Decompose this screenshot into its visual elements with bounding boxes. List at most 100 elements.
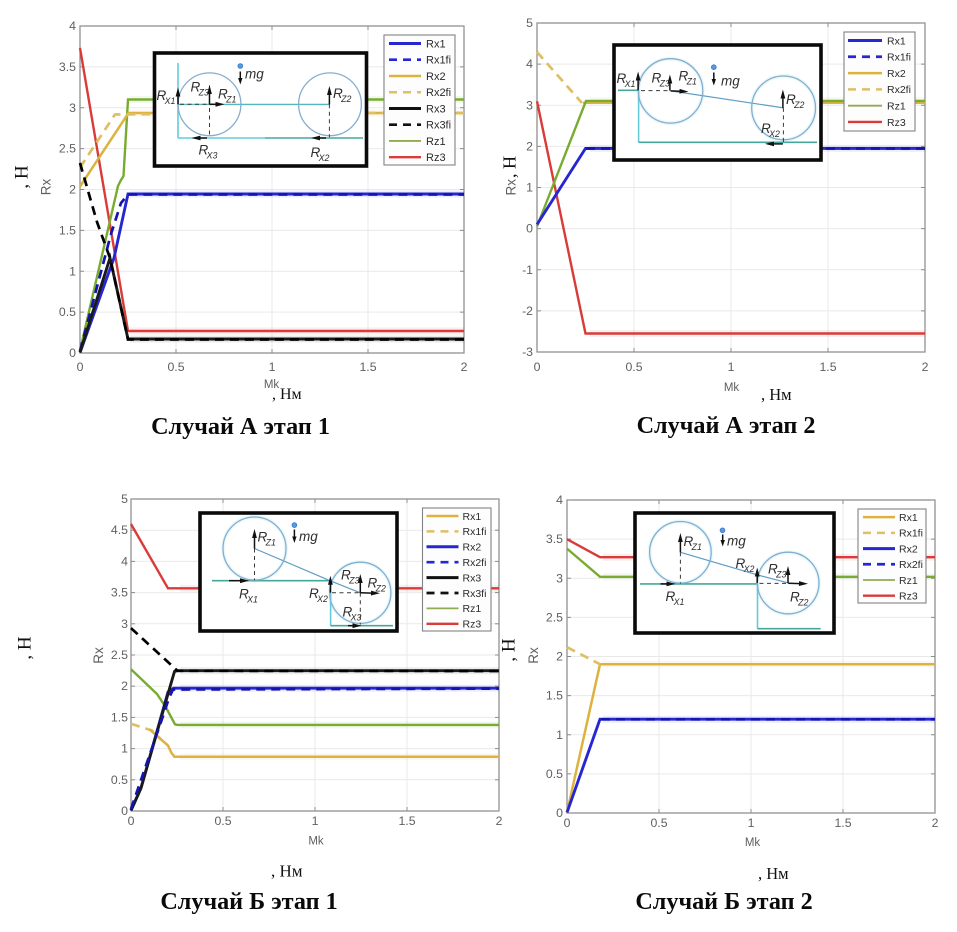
svg-text:Z3: Z3 <box>659 79 670 89</box>
svg-text:0: 0 <box>556 806 563 820</box>
svg-text:3.5: 3.5 <box>111 586 128 600</box>
svg-text:0: 0 <box>77 360 84 374</box>
svg-text:R: R <box>768 562 778 577</box>
svg-text:Rx2fi: Rx2fi <box>887 84 911 96</box>
svg-text:2.5: 2.5 <box>59 142 76 156</box>
svg-text:Rx2: Rx2 <box>899 543 918 555</box>
svg-text:Z3: Z3 <box>348 576 359 586</box>
svg-text:2.5: 2.5 <box>111 648 128 662</box>
svg-text:Rx3: Rx3 <box>463 572 482 584</box>
svg-text:1.5: 1.5 <box>359 360 376 374</box>
svg-text:Rx: Rx <box>91 647 106 664</box>
svg-text:X2: X2 <box>743 564 755 574</box>
svg-text:0.5: 0.5 <box>625 360 642 374</box>
svg-text:1: 1 <box>526 181 533 195</box>
svg-text:Rx2: Rx2 <box>426 71 446 83</box>
svg-text:Rx1fi: Rx1fi <box>887 52 911 64</box>
svg-text:, Нм: , Нм <box>272 386 302 403</box>
svg-text:Rz3: Rz3 <box>426 152 446 164</box>
svg-text:Rx3: Rx3 <box>426 103 446 115</box>
svg-text:2: 2 <box>69 183 76 197</box>
svg-text:4: 4 <box>526 57 533 71</box>
svg-text:1: 1 <box>312 814 319 828</box>
svg-text:4.5: 4.5 <box>111 523 128 537</box>
svg-text:Rx3fi: Rx3fi <box>463 588 487 600</box>
svg-text:Rz3: Rz3 <box>887 117 906 129</box>
svg-text:, Нм: , Нм <box>758 864 789 883</box>
svg-text:0: 0 <box>121 804 128 818</box>
svg-text:Mk: Mk <box>264 379 280 391</box>
svg-text:Rx2: Rx2 <box>887 68 906 80</box>
svg-text:R: R <box>786 92 796 107</box>
svg-text:X3: X3 <box>206 151 218 161</box>
svg-text:2: 2 <box>556 650 563 664</box>
svg-text:0: 0 <box>534 360 541 374</box>
svg-text:R: R <box>343 605 353 620</box>
svg-text:Rx1: Rx1 <box>887 35 906 47</box>
svg-text:1.5: 1.5 <box>398 814 415 828</box>
svg-text:0.5: 0.5 <box>167 360 184 374</box>
svg-text:-1: -1 <box>522 263 533 277</box>
svg-text:, Н: , Н <box>15 636 36 660</box>
svg-text:2: 2 <box>121 679 128 693</box>
svg-text:Rx: Rx <box>39 179 54 196</box>
svg-text:2: 2 <box>922 360 929 374</box>
svg-text:Z1: Z1 <box>686 77 697 87</box>
svg-text:R: R <box>652 71 662 86</box>
svg-text:mg: mg <box>721 74 740 89</box>
svg-text:Rx1fi: Rx1fi <box>426 55 451 67</box>
svg-text:2: 2 <box>496 814 503 828</box>
svg-text:R: R <box>341 568 351 583</box>
svg-text:1: 1 <box>269 360 276 374</box>
svg-text:R: R <box>309 586 319 601</box>
svg-text:Z1: Z1 <box>265 538 276 548</box>
svg-text:Rx2: Rx2 <box>463 542 482 554</box>
svg-text:Случай Б этап 2: Случай Б этап 2 <box>635 888 812 915</box>
svg-text:, Н: , Н <box>12 165 33 189</box>
svg-text:mg: mg <box>245 67 264 82</box>
svg-text:R: R <box>218 87 228 102</box>
svg-text:0.5: 0.5 <box>650 816 667 830</box>
svg-text:1.5: 1.5 <box>819 360 836 374</box>
svg-text:1: 1 <box>69 264 76 278</box>
svg-text:Rx1: Rx1 <box>463 511 482 523</box>
svg-text:2.5: 2.5 <box>546 610 563 624</box>
svg-text:Rz1: Rz1 <box>426 136 446 148</box>
svg-text:, Нм: , Нм <box>761 385 792 404</box>
svg-text:X1: X1 <box>164 96 176 106</box>
svg-text:5: 5 <box>121 492 128 506</box>
svg-text:Rx2fi: Rx2fi <box>426 87 451 99</box>
svg-text:R: R <box>617 71 627 86</box>
svg-text:3: 3 <box>556 571 563 585</box>
svg-text:Rx1fi: Rx1fi <box>463 526 487 538</box>
svg-text:X1: X1 <box>246 595 258 605</box>
svg-text:R: R <box>239 587 249 602</box>
svg-text:3: 3 <box>121 617 128 631</box>
svg-text:1: 1 <box>748 816 755 830</box>
svg-text:Rx3fi: Rx3fi <box>426 120 451 132</box>
svg-text:Rz1: Rz1 <box>887 100 906 112</box>
svg-text:R: R <box>199 143 209 158</box>
svg-text:0: 0 <box>69 346 76 360</box>
svg-text:0: 0 <box>128 814 135 828</box>
svg-text:Rx2fi: Rx2fi <box>463 557 487 569</box>
svg-text:R: R <box>684 534 694 549</box>
svg-text:R: R <box>333 86 343 101</box>
svg-text:X2: X2 <box>318 153 330 163</box>
svg-text:mg: mg <box>299 529 318 544</box>
svg-text:Z2: Z2 <box>340 94 351 104</box>
svg-text:X2: X2 <box>768 129 780 139</box>
svg-text:R: R <box>761 121 771 136</box>
svg-text:2: 2 <box>461 360 468 374</box>
svg-text:Rx1: Rx1 <box>426 38 446 50</box>
svg-text:R: R <box>736 556 746 571</box>
svg-text:Rx1: Rx1 <box>899 512 918 524</box>
svg-text:Z2: Z2 <box>797 598 808 608</box>
svg-text:3: 3 <box>526 98 533 112</box>
svg-text:, Н: , Н <box>499 638 520 662</box>
svg-text:mg: mg <box>727 534 746 549</box>
svg-text:Rz3: Rz3 <box>463 619 482 631</box>
svg-text:R: R <box>258 530 268 545</box>
svg-text:1.5: 1.5 <box>59 223 76 237</box>
svg-text:Mk: Mk <box>745 837 761 849</box>
